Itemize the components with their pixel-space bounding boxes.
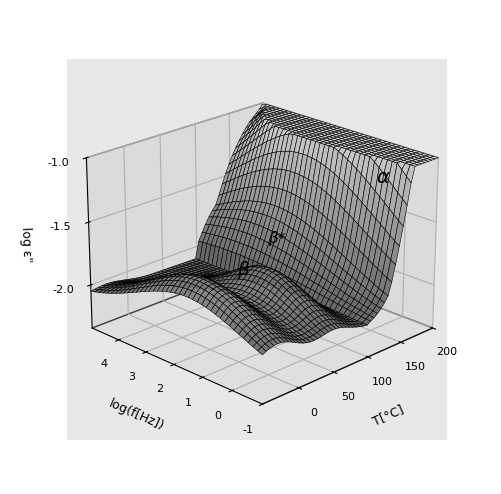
X-axis label: T[°C]: T[°C] xyxy=(370,403,405,428)
Y-axis label: log(f[Hz]): log(f[Hz]) xyxy=(107,397,166,433)
